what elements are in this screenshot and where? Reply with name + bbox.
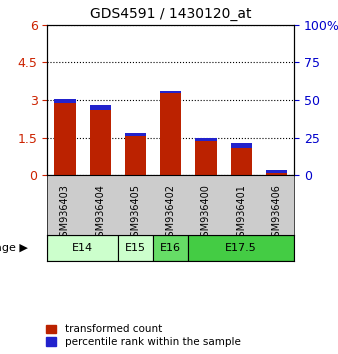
Bar <box>231 143 252 148</box>
Bar <box>195 142 217 175</box>
Text: age ▶: age ▶ <box>0 243 28 253</box>
Text: GSM936404: GSM936404 <box>95 184 105 243</box>
Text: GSM936406: GSM936406 <box>271 184 282 243</box>
Bar <box>125 133 146 136</box>
Bar <box>160 93 181 175</box>
Bar <box>266 170 287 173</box>
Legend: transformed count, percentile rank within the sample: transformed count, percentile rank withi… <box>46 324 240 347</box>
Bar <box>153 235 188 261</box>
Text: E14: E14 <box>72 243 93 253</box>
Bar <box>231 148 252 175</box>
Bar <box>266 173 287 175</box>
Text: GSM936405: GSM936405 <box>130 184 141 243</box>
Title: GDS4591 / 1430120_at: GDS4591 / 1430120_at <box>90 7 251 21</box>
Text: E15: E15 <box>125 243 146 253</box>
Bar <box>118 235 153 261</box>
Bar <box>188 235 294 261</box>
Text: GSM936401: GSM936401 <box>236 184 246 243</box>
Bar <box>90 105 111 110</box>
Text: E16: E16 <box>160 243 181 253</box>
Text: GSM936400: GSM936400 <box>201 184 211 243</box>
Bar <box>54 98 75 103</box>
Bar <box>47 235 118 261</box>
Bar <box>160 91 181 93</box>
Bar <box>90 110 111 175</box>
Text: GSM936402: GSM936402 <box>166 184 176 243</box>
Text: E17.5: E17.5 <box>225 243 257 253</box>
Bar <box>195 138 217 142</box>
Bar <box>54 103 75 175</box>
Text: GSM936403: GSM936403 <box>60 184 70 243</box>
Bar <box>125 136 146 175</box>
